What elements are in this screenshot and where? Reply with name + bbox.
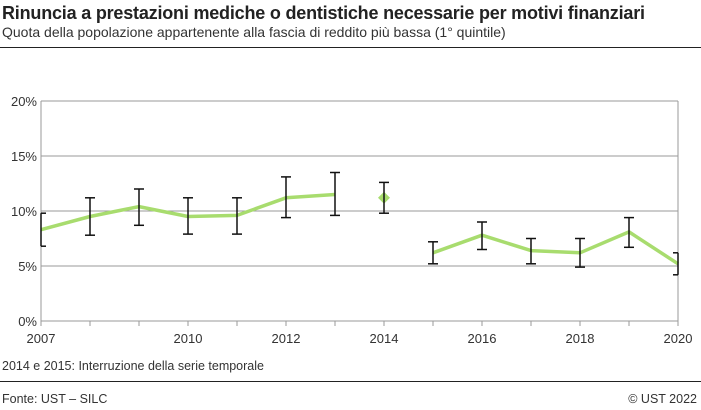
y-tick-label: 0%	[18, 314, 37, 329]
x-tick-label: 2018	[566, 331, 595, 346]
header-divider	[0, 47, 701, 48]
footer-divider	[0, 381, 701, 382]
chart-subtitle: Quota della popolazione appartenente all…	[2, 24, 506, 40]
footnote: 2014 e 2015: Interruzione della serie te…	[2, 359, 264, 373]
copyright-text: © UST 2022	[628, 392, 697, 406]
x-tick-label: 2016	[468, 331, 497, 346]
y-tick-label: 20%	[11, 94, 37, 109]
x-tick-label: 2014	[370, 331, 399, 346]
y-tick-label: 10%	[11, 204, 37, 219]
x-tick-label: 2007	[27, 331, 56, 346]
y-tick-label: 15%	[11, 149, 37, 164]
series-line	[432, 230, 679, 266]
y-tick-label: 5%	[18, 259, 37, 274]
source-text: Fonte: UST – SILC	[2, 392, 108, 406]
x-tick-label: 2010	[174, 331, 203, 346]
x-tick-label: 2020	[664, 331, 693, 346]
x-tick-label: 2012	[272, 331, 301, 346]
chart-title: Rinuncia a prestazioni mediche o dentist…	[2, 3, 645, 23]
